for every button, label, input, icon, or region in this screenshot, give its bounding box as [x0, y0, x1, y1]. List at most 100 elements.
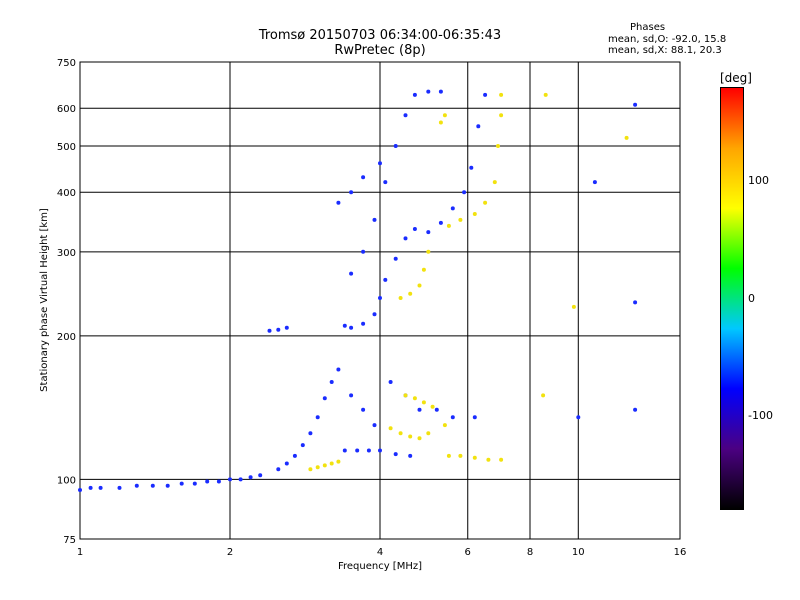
data-point	[450, 415, 455, 420]
data-point	[336, 459, 341, 464]
data-point	[361, 321, 366, 326]
data-point	[366, 448, 371, 453]
data-point	[408, 453, 413, 458]
data-point	[165, 483, 170, 488]
data-point	[336, 367, 341, 372]
colorbar-unit: [deg]	[720, 71, 752, 85]
data-point	[462, 190, 467, 195]
data-point	[349, 393, 354, 398]
data-point	[633, 407, 638, 412]
data-point	[417, 436, 422, 441]
data-point	[442, 423, 447, 428]
plot-area-frame	[79, 61, 681, 540]
data-point	[472, 415, 477, 420]
y-tick-label: 200	[57, 332, 76, 343]
data-point	[388, 426, 393, 431]
data-point	[383, 277, 388, 282]
phase-info-x: mean, sd,X: 88.1, 20.3	[608, 45, 722, 56]
data-point	[499, 92, 504, 97]
colorbar-tick-label: 100	[748, 174, 769, 187]
x-tick-label: 2	[227, 547, 233, 558]
y-tick-label: 100	[57, 475, 76, 486]
y-tick-label: 75	[63, 535, 76, 546]
data-point	[442, 113, 447, 118]
data-point	[438, 220, 443, 225]
data-point	[472, 212, 477, 216]
colorbar-tick-label: -100	[748, 409, 773, 422]
x-tick-label: 4	[377, 547, 383, 558]
data-point	[421, 267, 426, 272]
data-point	[192, 481, 197, 486]
colorbar	[720, 87, 744, 510]
data-point	[117, 485, 122, 490]
data-point	[592, 180, 597, 185]
data-point	[238, 477, 243, 482]
data-point	[267, 328, 272, 333]
y-tick-label: 600	[57, 104, 76, 115]
data-point	[300, 443, 305, 448]
data-point	[446, 453, 451, 458]
data-point	[329, 380, 334, 384]
data-point	[88, 485, 93, 490]
data-point	[355, 448, 360, 453]
data-point	[292, 453, 297, 458]
data-point	[412, 396, 417, 401]
data-point	[329, 461, 334, 466]
data-point	[393, 144, 398, 148]
data-point	[361, 249, 366, 254]
data-point	[372, 217, 377, 222]
data-point	[150, 483, 155, 488]
x-tick-label: 10	[572, 547, 585, 558]
data-point	[322, 396, 327, 401]
data-point	[492, 180, 497, 185]
x-tick-label: 6	[465, 547, 471, 558]
y-tick-label: 750	[57, 58, 76, 69]
data-point	[426, 431, 431, 436]
data-point	[541, 393, 546, 398]
data-point	[403, 393, 408, 398]
data-point	[403, 113, 408, 118]
y-tick-label: 300	[57, 248, 76, 259]
data-point	[438, 89, 443, 94]
data-point	[393, 256, 398, 261]
data-point	[434, 407, 439, 412]
data-point	[469, 165, 474, 170]
data-point	[388, 380, 393, 384]
data-point	[476, 124, 481, 129]
data-point	[486, 457, 491, 462]
data-point	[412, 227, 417, 231]
data-point	[398, 431, 403, 436]
phase-info-title: Phases	[630, 22, 666, 33]
chart-title: Tromsø 20150703 06:34:00-06:35:43	[258, 28, 502, 43]
data-point	[98, 485, 103, 490]
data-point	[543, 92, 548, 97]
data-point	[458, 217, 463, 222]
data-point	[393, 452, 398, 457]
data-point	[228, 477, 232, 482]
data-point	[483, 200, 488, 205]
data-point	[336, 200, 341, 205]
data-point	[421, 400, 426, 405]
data-point	[403, 236, 408, 241]
data-point	[378, 448, 382, 453]
y-tick-label: 500	[57, 142, 76, 153]
data-point	[426, 89, 431, 94]
data-point	[408, 291, 413, 296]
colorbar-tick-label: 0	[748, 291, 755, 305]
x-tick-label: 16	[674, 547, 687, 558]
data-point	[624, 135, 629, 140]
chart-subtitle: RwPretec (8p)	[334, 43, 426, 58]
data-point	[496, 144, 500, 148]
data-point	[633, 102, 638, 107]
data-point	[134, 483, 139, 488]
data-point	[378, 296, 382, 300]
phase-info-o: mean, sd,O: -92.0, 15.8	[608, 34, 727, 45]
data-point	[216, 479, 221, 484]
data-point	[412, 92, 417, 97]
data-point	[315, 465, 320, 470]
data-point	[308, 431, 313, 436]
data-point	[633, 300, 638, 305]
data-point	[571, 304, 576, 309]
data-point	[284, 461, 289, 466]
